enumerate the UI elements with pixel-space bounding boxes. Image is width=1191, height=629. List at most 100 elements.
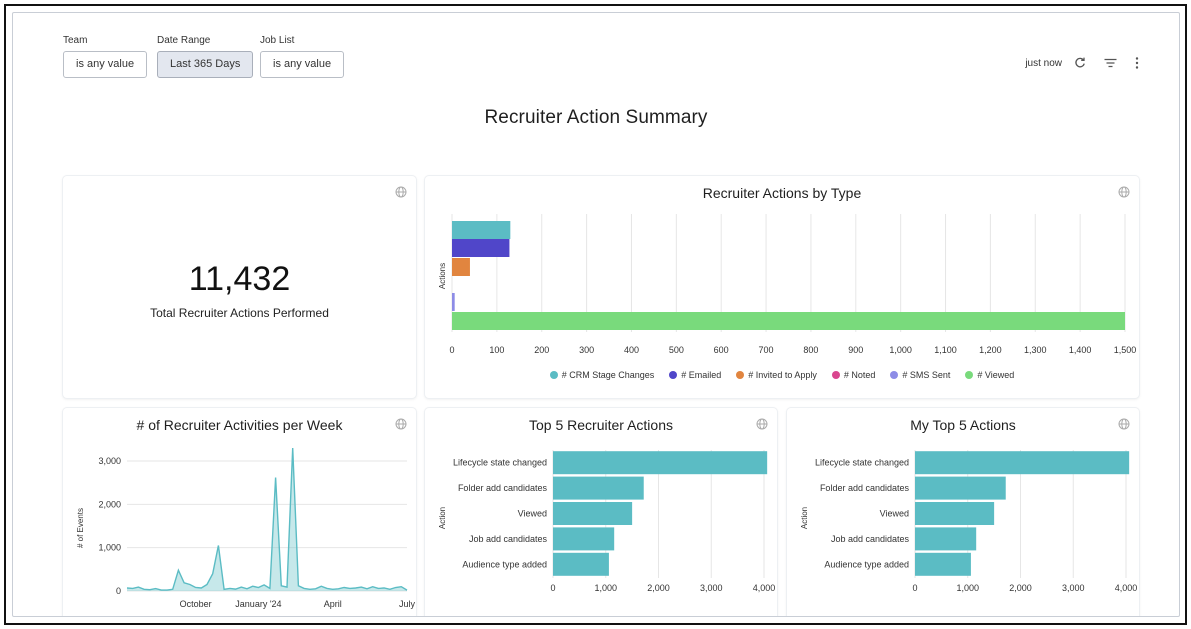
- legend-swatch: [549, 371, 558, 379]
- activities-per-week-card: # of Recruiter Activities per Week 0 1,00…: [63, 408, 416, 616]
- dashboard-controls: just now: [1025, 57, 1139, 69]
- y-tick-label: 3,000: [98, 456, 121, 466]
- filter-toggle-icon[interactable]: [1104, 58, 1117, 68]
- x-tick-label: 4,000: [753, 583, 776, 593]
- more-options-icon[interactable]: [1135, 57, 1139, 69]
- x-tick-label: April: [324, 599, 342, 609]
- bar-crm-stage-changes: [452, 221, 511, 239]
- legend-label: # CRM Stage Changes: [561, 370, 655, 380]
- bar-lifecycle-state-changed: [915, 451, 1130, 475]
- filter-job-list-label: Job List: [260, 35, 295, 46]
- category-label: Lifecycle state changed: [815, 458, 909, 468]
- legend-swatch: [965, 371, 974, 379]
- bar-folder-add-candidates: [915, 476, 1006, 500]
- globe-icon[interactable]: [1118, 417, 1130, 435]
- legend-item[interactable]: # Noted: [831, 370, 876, 380]
- y-tick-label: 0: [116, 586, 121, 596]
- top5-recruiter-chart: 0 1,000 2,000 3,000 4,000 Action Lifecycle sta…: [438, 450, 776, 593]
- legend-swatch: [890, 371, 899, 379]
- filter-date-range-label: Date Range: [157, 35, 211, 46]
- dashboard-title: Recruiter Action Summary: [484, 107, 708, 128]
- x-tick-label: 0: [550, 583, 555, 593]
- x-tick-label: 700: [759, 345, 774, 355]
- globe-icon[interactable]: [395, 185, 407, 203]
- x-tick-label: 1,000: [956, 583, 979, 593]
- dashboard: Team is any value Date Range Last 365 Da…: [12, 12, 1180, 617]
- kpi-value: 11,432: [188, 260, 291, 298]
- legend-label: # SMS Sent: [902, 370, 951, 380]
- my-top5-card: My Top 5 Actions 0 1,000 2,000 3,000 4,000 Ac…: [787, 408, 1139, 616]
- area-fill: [127, 448, 407, 591]
- legend-swatch: [669, 371, 678, 379]
- filter-job-list-button[interactable]: is any value: [260, 51, 345, 78]
- filter-team-button[interactable]: is any value: [63, 51, 148, 78]
- y-tick-label: 1,000: [98, 543, 121, 553]
- category-label: Folder add candidates: [820, 483, 910, 493]
- series-line: [126, 447, 408, 591]
- my-top5-chart: 0 1,000 2,000 3,000 4,000 Action Lifecycle sta…: [800, 450, 1138, 593]
- legend-swatch: [831, 371, 840, 379]
- legend-label: # Viewed: [977, 370, 1015, 380]
- category-label: Lifecycle state changed: [453, 458, 547, 468]
- y-axis-label: Actions: [438, 263, 447, 289]
- kpi-card: 11,432 Total Recruiter Actions Performed: [63, 176, 416, 398]
- legend-label: # Noted: [843, 370, 876, 380]
- x-tick-label: 3,000: [700, 583, 723, 593]
- chart-title: Recruiter Actions by Type: [702, 185, 862, 201]
- screenshot-frame: Team is any value Date Range Last 365 Da…: [4, 4, 1187, 625]
- legend-item[interactable]: # Invited to Apply: [736, 370, 817, 380]
- bar-folder-add-candidates: [553, 476, 644, 500]
- globe-icon[interactable]: [756, 417, 768, 435]
- globe-icon[interactable]: [395, 417, 407, 435]
- x-tick-label: 2,000: [1009, 583, 1032, 593]
- category-label: Viewed: [880, 509, 909, 519]
- y-tick-label: 2,000: [98, 499, 121, 509]
- filter-team-label: Team: [63, 35, 88, 46]
- x-tick-label: 900: [848, 345, 863, 355]
- x-tick-label: October: [180, 599, 212, 609]
- bar-audience-type-added: [553, 552, 609, 576]
- bar-sms-sent: [452, 293, 455, 311]
- chart-title: # of Recruiter Activities per Week: [136, 417, 343, 433]
- actions-by-type-card: Recruiter Actions by Type 0 100 200 300 400 5…: [425, 176, 1139, 398]
- globe-icon[interactable]: [1118, 185, 1130, 203]
- top5-recruiter-card: Top 5 Recruiter Actions 0 1,000 2,000 3,000…: [425, 408, 777, 616]
- x-tick-label: 1,000: [594, 583, 617, 593]
- chart-legend: # CRM Stage Changes # Emailed # Invited to…: [425, 370, 1139, 380]
- activities-per-week-chart: 0 1,000 2,000 3,000 # of Events October Januar…: [76, 447, 416, 609]
- x-tick-label: 1,000: [889, 345, 912, 355]
- bar-lifecycle-state-changed: [553, 451, 768, 475]
- x-tick-label: 200: [534, 345, 549, 355]
- bar-viewed: [452, 312, 1125, 330]
- legend-label: # Emailed: [681, 370, 722, 380]
- bar-emailed: [452, 239, 510, 257]
- x-tick-label: 1,200: [979, 345, 1002, 355]
- filter-date-range-button[interactable]: Last 365 Days: [157, 51, 254, 78]
- chart-title: My Top 5 Actions: [910, 417, 1016, 433]
- x-tick-label: 1,500: [1114, 345, 1137, 355]
- legend-item[interactable]: # Viewed: [965, 370, 1014, 380]
- x-tick-label: 500: [669, 345, 684, 355]
- kpi-label: Total Recruiter Actions Performed: [150, 306, 329, 320]
- x-tick-label: 3,000: [1062, 583, 1085, 593]
- refresh-icon[interactable]: [1074, 57, 1086, 69]
- bar-viewed: [553, 502, 633, 525]
- x-tick-label: July: [399, 599, 416, 609]
- refresh-status: just now: [1025, 57, 1062, 69]
- legend-item[interactable]: # Emailed: [669, 370, 721, 380]
- x-tick-label: 300: [579, 345, 594, 355]
- legend-item[interactable]: # SMS Sent: [890, 370, 950, 380]
- x-tick-label: 2,000: [647, 583, 670, 593]
- actions-by-type-chart: 0 100 200 300 400 500 600 700 800 900 1,000 1,100 1,…: [438, 214, 1137, 355]
- bar-invited-to-apply: [452, 258, 470, 276]
- category-label: Audience type added: [462, 559, 547, 569]
- x-tick-label: January '24: [235, 599, 281, 609]
- bar-audience-type-added: [915, 552, 971, 576]
- category-label: Folder add candidates: [458, 483, 548, 493]
- legend-item[interactable]: # CRM Stage Changes: [549, 370, 655, 380]
- x-tick-label: 4,000: [1115, 583, 1138, 593]
- x-tick-label: 400: [624, 345, 639, 355]
- x-tick-label: 1,100: [934, 345, 957, 355]
- x-tick-label: 0: [912, 583, 917, 593]
- category-label: Job add candidates: [469, 534, 548, 544]
